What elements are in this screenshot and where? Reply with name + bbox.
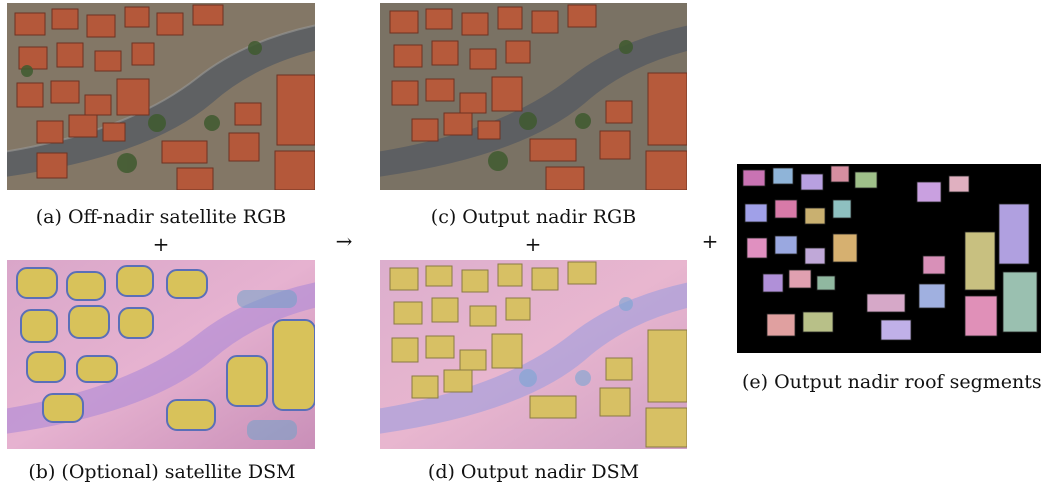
- arrow-right-icon: →: [335, 229, 353, 253]
- panel-d-nadir-dsm-image: [380, 260, 687, 449]
- panel-a-offnadir-rgb-image: [7, 3, 315, 190]
- caption-e: (e) Output nadir roof segments: [742, 371, 1041, 393]
- plus-sign-e: +: [701, 229, 719, 253]
- caption-c: (c) Output nadir RGB: [430, 206, 637, 228]
- plus-sign-cd: +: [524, 232, 542, 256]
- caption-d: (d) Output nadir DSM: [427, 461, 640, 483]
- panel-e-roof-segments-image: [737, 164, 1041, 353]
- caption-b: (b) (Optional) satellite DSM: [28, 461, 296, 483]
- plus-sign-ab: +: [152, 232, 170, 256]
- panel-c-nadir-rgb-image: [380, 3, 687, 190]
- caption-a: (a) Off-nadir satellite RGB: [35, 206, 287, 228]
- panel-b-satellite-dsm-image: [7, 260, 315, 449]
